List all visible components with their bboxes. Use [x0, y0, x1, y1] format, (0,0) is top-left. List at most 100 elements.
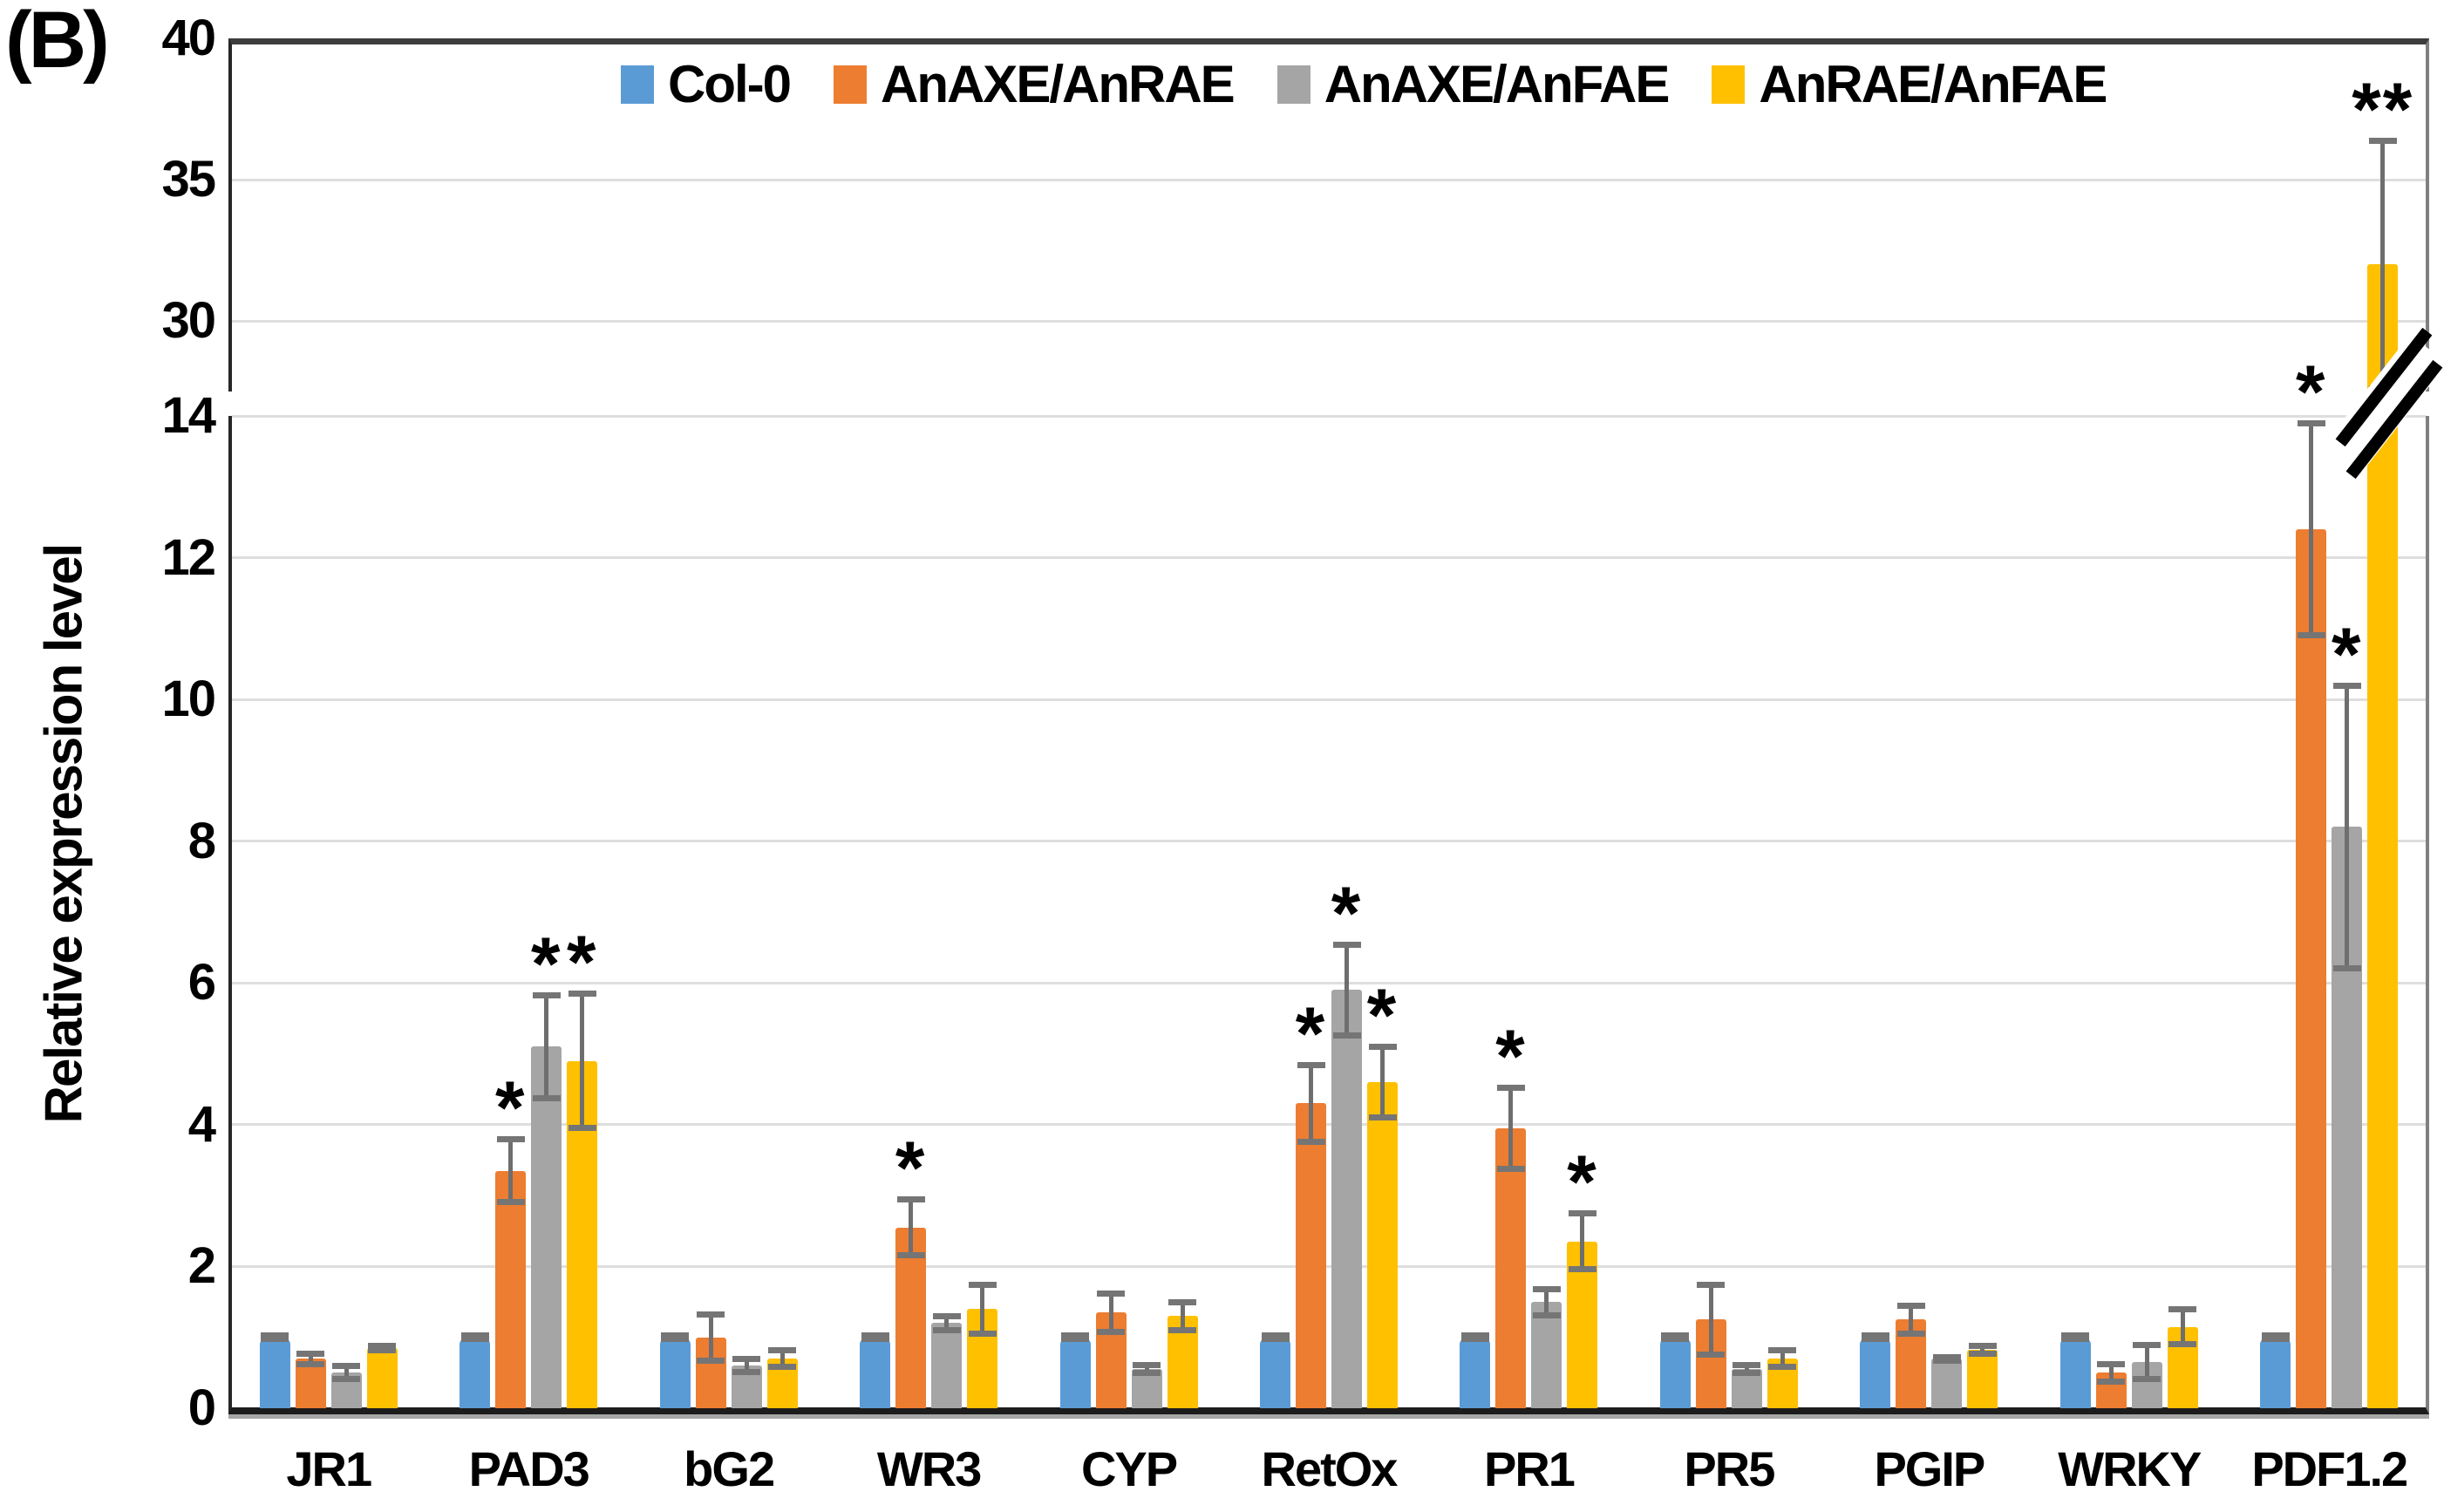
gridline-4: [232, 1123, 2426, 1127]
error-cap-top: [2133, 1341, 2161, 1348]
error-cap-top: [768, 1347, 797, 1354]
chart-legend: Col-0 AnAXE/AnRAE AnAXE/AnFAE AnRAE/AnFAE: [621, 54, 2107, 114]
error-cap-top: [2332, 682, 2361, 689]
error-cap-top: [1460, 1332, 1489, 1339]
bar-Col-0-PAD3: [460, 1337, 491, 1408]
error-bar-AnRAE/AnFAE-PDF1.2: [2380, 140, 2386, 389]
error-bar-AnAXE/AnFAE-WRKY: [2144, 1344, 2149, 1380]
x-label-bG2: bG2: [684, 1441, 775, 1496]
error-cap-top: [1496, 1084, 1525, 1091]
error-bar-AnRAE/AnFAE-PR5: [1780, 1350, 1785, 1367]
error-bar-AnRAE/AnFAE-PR1: [1580, 1213, 1585, 1270]
error-cap-top: [332, 1363, 361, 1370]
error-cap-top: [1968, 1343, 1997, 1350]
error-cap-top: [932, 1313, 961, 1320]
error-cap-top: [861, 1332, 889, 1339]
bar-Col-0-PR1: [1460, 1337, 1491, 1408]
error-cap-bottom: [1768, 1363, 1797, 1370]
error-cap-top: [1133, 1362, 1161, 1369]
y-tick-8: 8: [187, 812, 216, 869]
error-cap-bottom: [1733, 1370, 1761, 1377]
error-cap-bottom: [1968, 1351, 1997, 1358]
error-cap-bottom: [1697, 1352, 1726, 1359]
error-cap-bottom: [1297, 1139, 1325, 1146]
y-tick-6: 6: [187, 954, 216, 1011]
bar-AnAXE/AnFAE-PGIP: [1931, 1359, 1963, 1408]
x-label-PR5: PR5: [1684, 1441, 1775, 1496]
significance-mark-AnRAE/AnFAE-PR1: *: [1567, 1141, 1598, 1225]
bar-AnAXE/AnFAE-WR3: [931, 1323, 963, 1408]
bar-AnRAE/AnFAE-PGIP: [1967, 1350, 1998, 1408]
bar-AnAXE/AnRAE-PR1: [1495, 1127, 1527, 1408]
legend-swatch-icon: [1712, 65, 1746, 104]
legend-item-3: AnRAE/AnFAE: [1712, 54, 2107, 114]
significance-mark-AnAXE/AnFAE-PDF1.2: *: [2332, 612, 2363, 697]
error-cap-top: [2061, 1332, 2090, 1339]
x-label-PAD3: PAD3: [468, 1441, 590, 1496]
bar-Col-0-WRKY: [2059, 1337, 2091, 1408]
gridline-6: [232, 981, 2426, 984]
error-cap-top: [1532, 1285, 1561, 1292]
legend-label: AnRAE/AnFAE: [1759, 55, 2107, 113]
legend-label: Col-0: [668, 55, 792, 113]
y-tick-35: 35: [161, 151, 216, 208]
error-cap-top: [1697, 1281, 1726, 1288]
error-bar-AnAXE/AnRAE-JR1: [308, 1352, 313, 1365]
error-cap-top: [368, 1342, 397, 1349]
error-cap-bottom: [261, 1336, 289, 1343]
error-cap-bottom: [1661, 1336, 1690, 1343]
error-cap-bottom: [732, 1369, 761, 1376]
x-label-PGIP: PGIP: [1874, 1441, 1985, 1496]
error-cap-top: [2168, 1306, 2197, 1313]
error-cap-bottom: [1460, 1336, 1489, 1343]
legend-swatch-icon: [834, 65, 867, 104]
x-label-PDF1.2: PDF1.2: [2251, 1441, 2408, 1496]
legend-item-1: AnAXE/AnRAE: [834, 54, 1236, 114]
error-cap-top: [532, 992, 561, 999]
y-tick-10: 10: [161, 671, 216, 728]
error-cap-bottom: [697, 1357, 725, 1364]
error-cap-bottom: [1932, 1357, 1961, 1364]
error-bar-AnRAE/AnFAE-bG2: [779, 1350, 785, 1367]
error-cap-top: [1297, 1061, 1325, 1068]
error-bar-AnAXE/AnRAE-RetOx: [1309, 1064, 1313, 1143]
gridline-12: [232, 556, 2426, 560]
error-bar-AnAXE/AnRAE-PR5: [1708, 1284, 1713, 1356]
error-cap-top: [1932, 1353, 1961, 1360]
error-bar-AnAXE/AnRAE-WRKY: [2108, 1363, 2114, 1382]
error-cap-top: [1368, 1044, 1397, 1051]
significance-mark-AnRAE/AnFAE-PDF1.2: **: [2352, 67, 2414, 152]
error-bar-AnAXE/AnRAE-PGIP: [1909, 1305, 1914, 1334]
error-cap-bottom: [1261, 1336, 1290, 1343]
error-bar-AnAXE/AnFAE-PR1: [1544, 1288, 1549, 1316]
bar-Col-0-RetOx: [1260, 1337, 1290, 1408]
error-bar-AnRAE/AnFAE-CYP: [1180, 1302, 1185, 1331]
error-cap-top: [1061, 1332, 1090, 1339]
gridline-30: [232, 319, 2426, 323]
error-cap-bottom: [1061, 1336, 1090, 1343]
error-cap-top: [1896, 1303, 1925, 1310]
legend-label: AnAXE/AnFAE: [1324, 55, 1671, 113]
error-bar-AnAXE/AnFAE-PDF1.2: [2345, 684, 2350, 970]
error-cap-top: [896, 1196, 925, 1203]
error-cap-top: [1733, 1362, 1761, 1369]
gridline-2: [232, 1264, 2426, 1268]
error-cap-bottom: [496, 1199, 525, 1206]
error-bar-AnAXE/AnRAE-PR1: [1508, 1086, 1514, 1170]
error-bar-AnAXE/AnRAE-CYP: [1108, 1292, 1113, 1333]
bar-AnRAE/AnFAE-RetOx: [1367, 1082, 1398, 1408]
legend-label: AnAXE/AnRAE: [881, 55, 1236, 113]
y-tick-14: 14: [161, 387, 216, 444]
error-cap-bottom: [1861, 1336, 1889, 1343]
significance-mark-AnAXE/AnRAE-PR1: *: [1495, 1014, 1527, 1099]
significance-mark-AnAXE/AnRAE-RetOx: *: [1295, 991, 1327, 1076]
bar-AnAXE/AnRAE-PDF1.2: [2296, 529, 2327, 1408]
error-cap-top: [968, 1281, 997, 1288]
error-cap-top: [1332, 941, 1361, 948]
error-cap-top: [2097, 1360, 2126, 1367]
error-cap-bottom: [1332, 1032, 1361, 1039]
error-cap-top: [2368, 137, 2397, 144]
y-tick-30: 30: [161, 292, 216, 349]
error-bar-AnAXE/AnFAE-RetOx: [1345, 943, 1349, 1037]
